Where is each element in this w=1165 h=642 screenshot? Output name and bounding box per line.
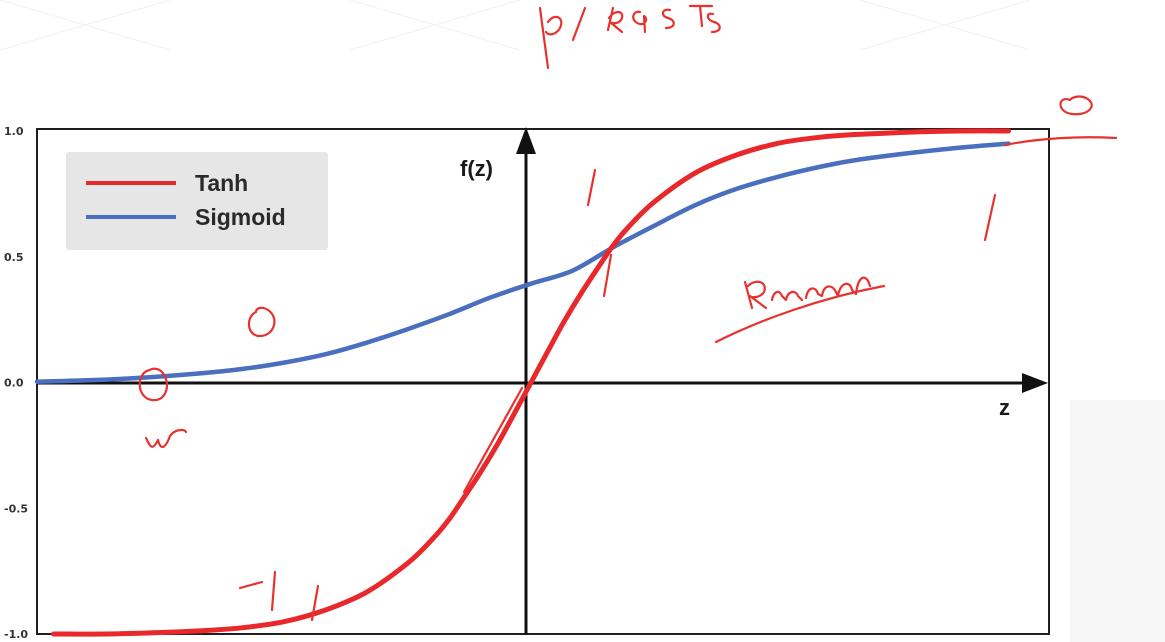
y-tick-label: 1.0	[4, 125, 24, 138]
y-tick-label: -1.0	[4, 628, 28, 641]
handwriting-zero-mid	[247, 306, 276, 338]
series-line-sigmoid	[34, 141, 1011, 384]
legend: Tanh Sigmoid	[66, 152, 328, 250]
handwriting-top-note	[538, 4, 721, 70]
x-axis-arrow	[1022, 373, 1048, 393]
handwriting-minus-one	[238, 570, 320, 622]
y-tick-labels: 1.0 0.5 0.0 -0.5 -1.0	[4, 125, 28, 641]
x-axis-label: z	[999, 395, 1010, 420]
handwriting-rnn	[743, 276, 872, 310]
handwriting-one-mid	[586, 168, 597, 207]
series-layer	[34, 128, 1011, 637]
handwriting-underline-right	[1003, 136, 1118, 147]
legend-label-sigmoid: Sigmoid	[195, 204, 286, 230]
y-tick-label: -0.5	[4, 502, 28, 515]
series-line-tanh	[51, 128, 1011, 637]
handwriting-rnn-underline	[714, 284, 886, 344]
y-axis-arrow	[516, 127, 536, 154]
y-tick-label: 0.5	[4, 251, 24, 264]
handwriting-slope-line	[462, 386, 524, 494]
handwriting-zero-origin	[138, 367, 169, 402]
legend-label-tanh: Tanh	[195, 170, 248, 196]
handwriting-zero-right	[1059, 95, 1093, 116]
handwritten-annotations	[138, 4, 1118, 622]
y-tick-label: 0.0	[4, 377, 24, 390]
y-axis-label: f(z)	[460, 156, 493, 181]
handwriting-one-upper-right	[983, 193, 997, 242]
handwriting-tick-on-tanh	[602, 253, 613, 298]
legend-box	[66, 152, 328, 250]
handwriting-w	[144, 428, 188, 449]
